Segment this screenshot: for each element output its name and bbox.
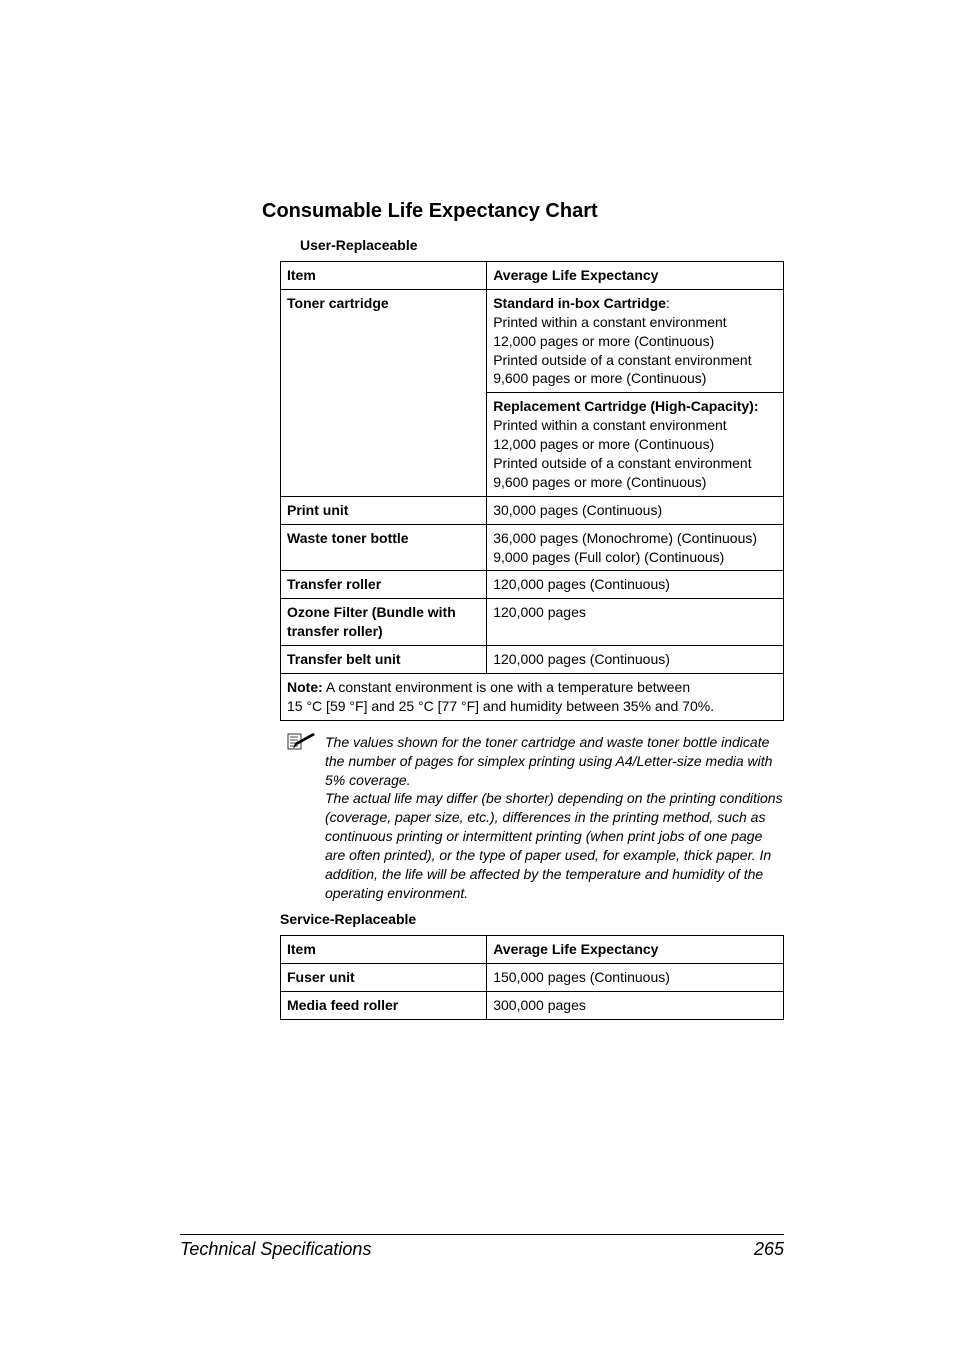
replacement-cartridge-heading: Replacement Cartridge (High-Capacity): bbox=[493, 398, 758, 414]
fuser-unit-item: Fuser unit bbox=[287, 969, 355, 985]
transfer-roller-item: Transfer roller bbox=[287, 576, 381, 592]
note-bold: Note: bbox=[287, 679, 323, 695]
table-row: Ozone Filter (Bundle with transfer rolle… bbox=[281, 599, 784, 646]
table-header-item: Item bbox=[281, 935, 487, 963]
transfer-belt-exp: 120,000 pages (Continuous) bbox=[487, 646, 784, 674]
info-note-p2: The actual life may differ (be shorter) … bbox=[325, 790, 783, 900]
user-replaceable-label: User-Replaceable bbox=[300, 237, 784, 253]
table-row: Note: A constant environment is one with… bbox=[281, 674, 784, 721]
table-header-item: Item bbox=[281, 262, 487, 290]
standard-cartridge-heading: Standard in-box Cartridge bbox=[493, 295, 666, 311]
print-unit-exp: 30,000 pages (Continuous) bbox=[487, 496, 784, 524]
transfer-roller-exp: 120,000 pages (Continuous) bbox=[487, 571, 784, 599]
transfer-belt-item: Transfer belt unit bbox=[287, 651, 401, 667]
table-row: Waste toner bottle 36,000 pages (Monochr… bbox=[281, 524, 784, 571]
table-row: Fuser unit 150,000 pages (Continuous) bbox=[281, 963, 784, 991]
ozone-filter-exp: 120,000 pages bbox=[487, 599, 784, 646]
note-icon bbox=[287, 731, 317, 751]
cell-text: 36,000 pages (Monochrome) (Continuous) bbox=[493, 530, 757, 546]
section-heading: Consumable Life Expectancy Chart bbox=[262, 200, 784, 223]
cell-text: 12,000 pages or more (Continuous) bbox=[493, 436, 714, 452]
page-footer: Technical Specifications 265 bbox=[180, 1234, 784, 1260]
table-header-expectancy: Average Life Expectancy bbox=[487, 935, 784, 963]
waste-toner-item: Waste toner bottle bbox=[287, 530, 409, 546]
table-row: Print unit 30,000 pages (Continuous) bbox=[281, 496, 784, 524]
table-row: Transfer roller 120,000 pages (Continuou… bbox=[281, 571, 784, 599]
ozone-filter-item-l1: Ozone Filter (Bundle with bbox=[287, 604, 456, 620]
note-text-l2: 15 °C [59 °F] and 25 °C [77 °F] and humi… bbox=[287, 698, 714, 714]
info-note-p1: The values shown for the toner cartridge… bbox=[325, 734, 772, 788]
user-replaceable-table: Item Average Life Expectancy Toner cartr… bbox=[280, 261, 784, 721]
footer-page-number: 265 bbox=[754, 1239, 784, 1260]
cell-text: Printed within a constant environment bbox=[493, 417, 726, 433]
toner-cartridge-item: Toner cartridge bbox=[287, 295, 389, 311]
service-replaceable-table: Item Average Life Expectancy Fuser unit … bbox=[280, 935, 784, 1020]
info-note: The values shown for the toner cartridge… bbox=[325, 733, 784, 903]
table-header-expectancy: Average Life Expectancy bbox=[487, 262, 784, 290]
cell-text: Printed outside of a constant environmen… bbox=[493, 455, 751, 471]
cell-text: 9,600 pages or more (Continuous) bbox=[493, 370, 706, 386]
note-text-l1: A constant environment is one with a tem… bbox=[323, 679, 690, 695]
fuser-unit-exp: 150,000 pages (Continuous) bbox=[487, 963, 784, 991]
print-unit-item: Print unit bbox=[287, 502, 348, 518]
table-row: Transfer belt unit 120,000 pages (Contin… bbox=[281, 646, 784, 674]
table-row: Toner cartridge Standard in-box Cartridg… bbox=[281, 289, 784, 392]
service-replaceable-label: Service-Replaceable bbox=[280, 911, 784, 927]
cell-text: 9,600 pages or more (Continuous) bbox=[493, 474, 706, 490]
media-feed-roller-item: Media feed roller bbox=[287, 997, 398, 1013]
cell-text: 9,000 pages (Full color) (Continuous) bbox=[493, 549, 724, 565]
media-feed-roller-exp: 300,000 pages bbox=[487, 991, 784, 1019]
table-row: Media feed roller 300,000 pages bbox=[281, 991, 784, 1019]
cell-text: 12,000 pages or more (Continuous) bbox=[493, 333, 714, 349]
ozone-filter-item-l2: transfer roller) bbox=[287, 623, 383, 639]
footer-title: Technical Specifications bbox=[180, 1239, 371, 1260]
cell-text: Printed outside of a constant environmen… bbox=[493, 352, 751, 368]
cell-text: Printed within a constant environment bbox=[493, 314, 726, 330]
